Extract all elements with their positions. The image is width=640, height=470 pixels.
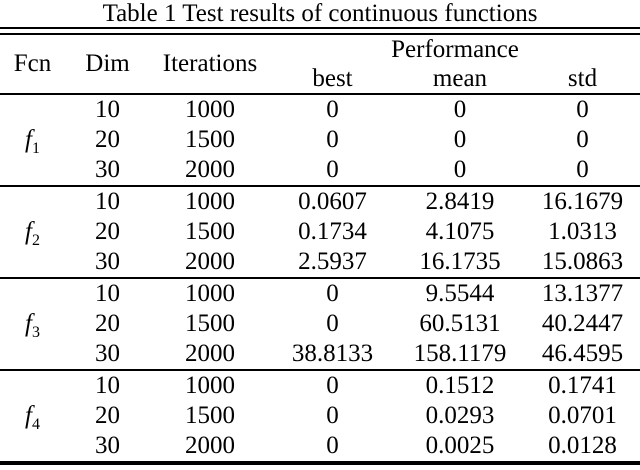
col-header-dim: Dim xyxy=(65,35,150,95)
function-label: f3 xyxy=(25,310,40,341)
cell-best: 0 xyxy=(326,432,339,459)
table-row: f3 10 1000 0 9.5544 13.1377 xyxy=(0,277,640,370)
cell-dim: 10 xyxy=(65,277,150,309)
cell-mean: 9.5544 xyxy=(395,277,525,309)
cell-dim: 30 xyxy=(95,432,120,459)
cell-best: 2.5937 xyxy=(298,248,367,275)
cell-std: 0 xyxy=(576,96,589,123)
header-row-sub: best mean std xyxy=(0,64,640,95)
cell-mean: 60.5131 xyxy=(419,310,501,337)
cell-best: 38.8133 xyxy=(291,340,374,367)
cell-iterations: 1000 xyxy=(185,96,235,123)
table-row: f4 10 1000 0 0.1512 0.1741 xyxy=(0,369,640,463)
cell-dim: 10 xyxy=(65,369,150,401)
cell-best: 0 xyxy=(326,310,339,337)
cell-mean: 2.8419 xyxy=(395,185,525,217)
cell-iterations: 2000 xyxy=(185,248,235,275)
cell-best: 0 xyxy=(326,126,339,153)
table-row: 30 2000 0 0 0 xyxy=(0,155,640,186)
col-header-std: std xyxy=(525,64,640,95)
cell-std: 0.0128 xyxy=(548,432,617,459)
cell-best: 0 xyxy=(326,156,339,183)
fcn-cell: f1 xyxy=(0,94,65,186)
table-row: f2 10 1000 0.0607 2.8419 16.1679 xyxy=(0,185,640,278)
header-row-main: Fcn Dim Iterations Performance xyxy=(0,35,640,95)
cell-mean: 16.1735 xyxy=(419,248,501,275)
col-header-best: best xyxy=(270,64,395,95)
cell-std: 0 xyxy=(576,156,589,183)
cell-mean: 158.1179 xyxy=(413,340,507,367)
fcn-cell: f4 xyxy=(0,369,65,463)
cell-best: 0 xyxy=(326,402,339,429)
fcn-cell: f3 xyxy=(0,277,65,370)
cell-std: 15.0863 xyxy=(541,248,624,275)
cell-iterations: 2000 xyxy=(185,432,235,459)
cell-mean: 0.1512 xyxy=(395,369,525,401)
col-header-iterations: Iterations xyxy=(150,35,270,95)
cell-iterations: 2000 xyxy=(185,156,235,183)
col-header-fcn: Fcn xyxy=(0,35,65,95)
table-header: Fcn Dim Iterations Performance best mean… xyxy=(0,35,640,95)
table-row: 20 1500 0 60.5131 40.2447 xyxy=(0,309,640,339)
table-row: 20 1500 0 0 0 xyxy=(0,125,640,155)
table-row: 30 2000 0 0.0025 0.0128 xyxy=(0,431,640,463)
cell-iterations: 1000 xyxy=(150,369,270,401)
double-rule xyxy=(0,27,640,35)
cell-dim: 30 xyxy=(95,156,120,183)
table-row: f1 10 1000 0 0 0 xyxy=(0,94,640,157)
table-caption: Table 1 Test results of continuous funct… xyxy=(102,0,538,27)
cell-iterations: 1500 xyxy=(185,218,235,245)
cell-best: 0 xyxy=(270,277,395,309)
cell-best: 0 xyxy=(326,96,339,123)
cell-std: 0.0701 xyxy=(548,402,617,429)
cell-iterations: 1500 xyxy=(185,126,235,153)
cell-mean: 0.0025 xyxy=(425,432,495,459)
cell-std: 16.1679 xyxy=(525,185,640,217)
cell-iterations: 1000 xyxy=(150,277,270,309)
cell-std: 0.1741 xyxy=(525,369,640,401)
cell-iterations: 2000 xyxy=(185,340,235,367)
function-label: f1 xyxy=(25,126,40,157)
cell-iterations: 1000 xyxy=(150,185,270,217)
cell-dim: 20 xyxy=(95,310,120,337)
table-row: 20 1500 0.1734 4.1075 1.0313 xyxy=(0,217,640,247)
cell-iterations: 1500 xyxy=(185,402,235,429)
cell-best: 0.1734 xyxy=(298,218,367,245)
cell-std: 46.4595 xyxy=(541,340,624,367)
function-label: f2 xyxy=(25,218,40,249)
table-row: 30 2000 2.5937 16.1735 15.0863 xyxy=(0,247,640,278)
fcn-cell: f2 xyxy=(0,185,65,278)
cell-std: 1.0313 xyxy=(548,218,617,245)
cell-best: 0.0607 xyxy=(270,185,395,217)
cell-mean: 0.0293 xyxy=(425,402,495,429)
cell-mean: 4.1075 xyxy=(425,218,495,245)
table-body: f1 10 1000 0 0 0 20 1500 0 0 0 30 2000 0… xyxy=(0,94,640,463)
cell-dim: 20 xyxy=(95,126,120,153)
cell-std: 40.2447 xyxy=(541,310,624,337)
cell-dim: 30 xyxy=(95,340,120,367)
cell-mean: 0 xyxy=(453,156,467,183)
cell-std: 13.1377 xyxy=(525,277,640,309)
cell-best: 0 xyxy=(270,369,395,401)
cell-mean: 0 xyxy=(453,96,467,123)
col-header-performance: Performance xyxy=(391,35,519,63)
cell-dim: 20 xyxy=(95,402,120,429)
function-label: f4 xyxy=(25,402,40,433)
table-row: 30 2000 38.8133 158.1179 46.4595 xyxy=(0,339,640,370)
cell-std: 0 xyxy=(576,126,589,153)
cell-iterations: 1500 xyxy=(185,310,235,337)
cell-dim: 30 xyxy=(95,248,120,275)
table-row: 20 1500 0 0.0293 0.0701 xyxy=(0,401,640,431)
cell-dim: 10 xyxy=(95,96,120,123)
results-table: Fcn Dim Iterations Performance best mean… xyxy=(0,35,640,465)
cell-mean: 0 xyxy=(453,126,467,153)
cell-dim: 20 xyxy=(95,218,120,245)
cell-dim: 10 xyxy=(65,185,150,217)
col-header-mean: mean xyxy=(395,64,525,95)
